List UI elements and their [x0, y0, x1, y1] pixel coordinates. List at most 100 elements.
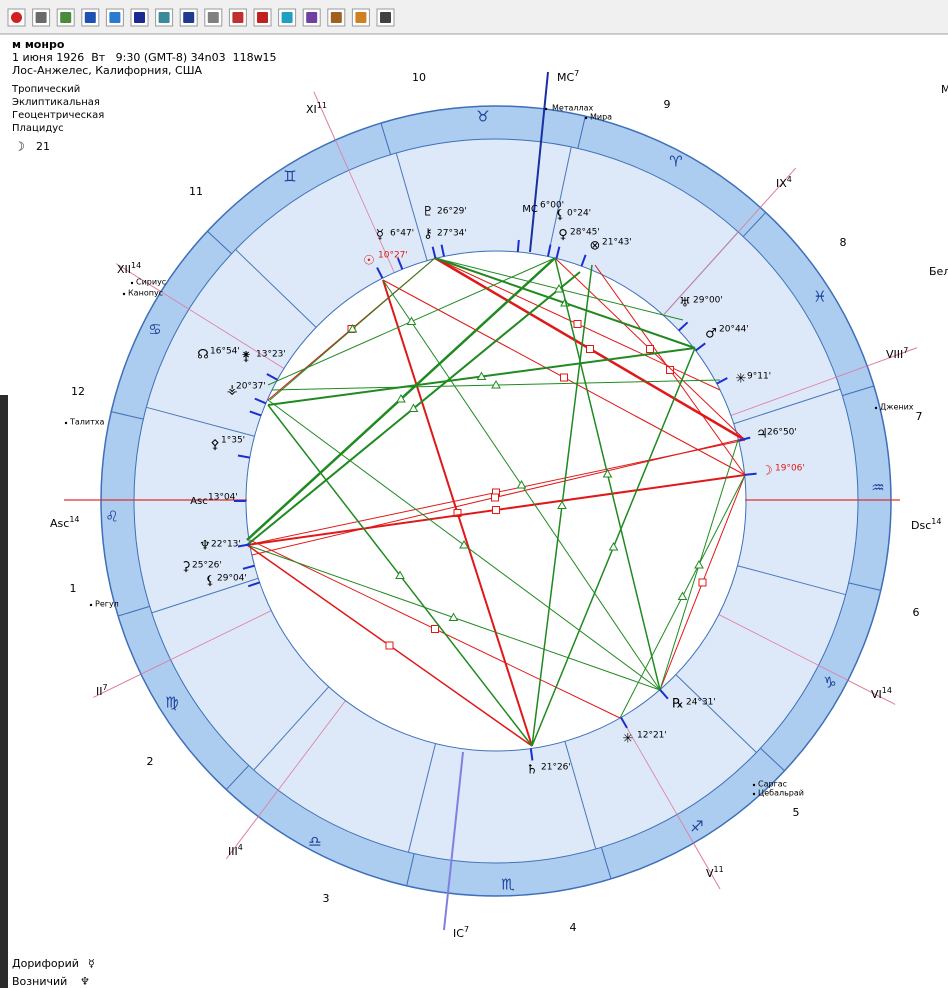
planet-degree: 27°34' — [437, 229, 467, 239]
toolbar-icon — [232, 12, 244, 23]
aspect-marker — [385, 641, 394, 650]
planet-tick — [695, 342, 706, 352]
planet-degree: 26°29' — [437, 207, 467, 217]
setting: Плацидус — [12, 123, 64, 134]
toolbar-icon — [84, 12, 96, 23]
planet-glyph: ☿ — [376, 228, 384, 243]
planet-tick — [546, 244, 552, 257]
planet-glyph: ℞ — [672, 697, 684, 712]
sign-boundary — [406, 853, 415, 886]
aspect-marker — [459, 539, 469, 549]
planet-degree: 10°27' — [378, 251, 408, 261]
aspect-marker — [694, 559, 704, 569]
planet-glyph: ⚳ — [181, 560, 191, 575]
toolbar-icon — [330, 12, 342, 23]
planet-tick — [247, 581, 260, 588]
house-line — [737, 565, 846, 596]
sign-glyph: ♉ — [476, 108, 489, 126]
sign-boundary — [117, 605, 150, 617]
star-name: Мира — [590, 113, 612, 122]
cusp-label: Asc14 — [50, 515, 80, 531]
house-number: 3 — [323, 892, 330, 905]
aspect-marker — [491, 379, 501, 389]
cusp-name: IC — [453, 927, 464, 940]
star-marker — [584, 116, 588, 120]
planet-glyph: ⊗ — [590, 239, 601, 254]
cusp-label: IC7 — [453, 925, 469, 941]
toolbar-icons — [7, 8, 395, 27]
star-name: Сириус — [136, 278, 166, 287]
aspect-marker — [347, 323, 358, 333]
planet-degree: 9°11' — [747, 372, 771, 382]
cusp-name: III — [228, 845, 238, 858]
legend-glyph: ♆ — [80, 975, 90, 988]
planet-glyph: ☉ — [363, 254, 375, 269]
planet-tick — [440, 244, 446, 257]
cusp-line — [257, 700, 346, 817]
aspect-marker — [453, 509, 462, 517]
house-line — [547, 146, 572, 257]
planet-degree: 20°44' — [719, 325, 749, 335]
cusp-label: II7 — [96, 683, 108, 699]
legend-name: Возничий — [12, 975, 67, 988]
planet-degree: 29°04' — [217, 574, 247, 584]
sign-glyph: ♐ — [690, 818, 703, 836]
house-number: 9 — [664, 98, 671, 111]
star-marker — [752, 783, 756, 787]
planet-degree: 21°26' — [541, 763, 571, 773]
planet-glyph: ✳ — [736, 372, 747, 387]
cusp-sup: 14 — [131, 261, 141, 270]
planet-glyph: ✳ — [623, 732, 634, 747]
planet-tick — [738, 436, 751, 442]
legend-name: Дорифорий — [12, 957, 79, 970]
aspect-marker — [492, 506, 500, 514]
planet-degree: 22°13' — [211, 540, 241, 550]
planet-glyph: Asc — [190, 496, 208, 507]
planet-degree: 13°04' — [208, 493, 238, 503]
star-marker — [89, 603, 93, 607]
star-marker — [874, 406, 878, 410]
cusp-sup: 7 — [103, 683, 108, 692]
mc-axis — [529, 71, 549, 253]
planet-tick — [580, 254, 587, 267]
planet-degree: 28°45' — [570, 228, 600, 238]
planet-tick — [242, 564, 255, 570]
toolbar-icon — [306, 12, 318, 23]
cusp-sup: 4 — [787, 175, 792, 184]
cusp-line — [140, 610, 272, 675]
planet-tick — [516, 239, 520, 253]
planet-degree: 16°54' — [210, 347, 240, 357]
toolbar-icon — [109, 12, 121, 23]
house-number: 4 — [570, 921, 577, 934]
planet-tick — [254, 397, 267, 405]
planet-tick — [744, 472, 757, 476]
star-marker — [544, 107, 548, 111]
setting: Эклиптикальная — [12, 97, 100, 108]
cusp-name: IX — [776, 177, 787, 190]
legend-glyph: ☿ — [88, 957, 95, 970]
moon-value: 21 — [36, 140, 50, 153]
sign-boundary — [577, 116, 586, 149]
aspect-marker — [395, 570, 405, 579]
aspect-marker — [554, 283, 564, 293]
aspect-marker — [698, 578, 707, 587]
aspect-marker — [560, 373, 568, 382]
house-number: 10 — [412, 71, 426, 84]
house-line — [235, 249, 317, 328]
planet-degree: 6°00' — [540, 201, 564, 211]
aspect-marker — [608, 541, 619, 551]
house-line — [675, 674, 757, 753]
planet-glyph: ⚶ — [226, 383, 237, 398]
sign-glyph: ♍ — [165, 694, 178, 712]
aspect-marker — [491, 493, 499, 502]
planet-tick — [678, 321, 689, 332]
planet-degree: 25°26' — [192, 561, 222, 571]
aspect-marker — [666, 366, 674, 374]
planet-degree: 19°06' — [775, 464, 805, 474]
planet-degree: 13°23' — [256, 350, 286, 360]
cusp-line — [730, 365, 868, 416]
wheel: ♉♈♓♒♑♐♏♎♍♌♋♊109118127162534MC7XI11IX4XII… — [50, 69, 941, 941]
house-line — [146, 406, 255, 437]
planet-glyph: ♂ — [705, 327, 717, 342]
aspect-marker — [431, 625, 439, 633]
